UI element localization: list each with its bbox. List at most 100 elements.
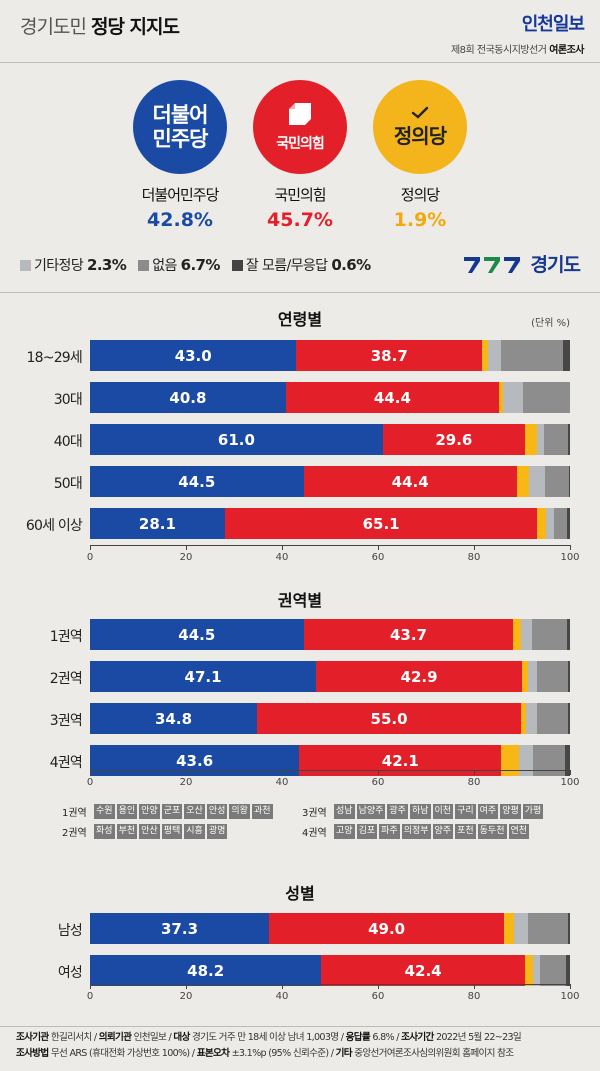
bar-segment: [523, 382, 570, 413]
bar-segment: 44.4: [303, 466, 517, 497]
chart-title: 권역별: [277, 591, 323, 610]
region-city: 오산: [184, 804, 205, 819]
footer-key: 조사기간: [401, 1032, 434, 1043]
brand-logo: 인천일보: [521, 14, 585, 35]
region-city: 양주: [432, 824, 454, 839]
bar-row: 28.1 65.1: [90, 508, 570, 539]
bar-segment: [487, 340, 502, 371]
x-tick: [282, 770, 283, 775]
category-label: 1권역: [49, 629, 83, 645]
bar-segment: [568, 424, 570, 455]
x-tick-label: 100: [560, 991, 580, 1002]
x-tick: [90, 984, 91, 989]
bar-segment: [482, 340, 488, 371]
x-tick: [90, 545, 91, 550]
bar-segment: [504, 913, 514, 944]
title-bold: 정당 지지도: [90, 16, 180, 38]
bar-segment: [563, 340, 570, 371]
region-r2: 2권역 화성 부천 안산 평택 시흥 광명: [62, 824, 228, 839]
category-label: 50대: [53, 476, 83, 492]
legend-etc: 기타정당 2.3%: [20, 255, 127, 275]
x-tick: [378, 545, 379, 550]
data-label: 40.8: [169, 388, 207, 407]
bar-segment: [567, 661, 570, 692]
region-city: 평택: [161, 824, 183, 839]
party-value: 45.7%: [267, 209, 333, 231]
bar-segment: [566, 955, 570, 986]
x-tick-label: 20: [179, 777, 193, 788]
bar-segment: [566, 508, 570, 539]
bar-row: 44.5 43.7: [90, 619, 570, 650]
divider: [0, 62, 600, 63]
data-label: 42.4: [404, 961, 442, 980]
footer-key: 의뢰기관: [98, 1032, 132, 1043]
footer-value: 경기도 거주 만 18세 이상 남녀 1,003명 /: [189, 1032, 346, 1043]
data-label: 49.0: [368, 919, 406, 938]
footer-value: 6.8% /: [369, 1032, 402, 1043]
category-label: 3권역: [49, 713, 83, 729]
x-axis: [90, 984, 570, 985]
bar-segment: [522, 661, 528, 692]
bar-segment: [553, 508, 567, 539]
x-tick-label: 40: [275, 552, 289, 563]
party-name: 더불어민주당: [141, 186, 220, 204]
chart-title: 연령별: [277, 310, 323, 329]
x-tick-label: 0: [86, 777, 94, 788]
x-axis: [90, 545, 570, 546]
divider: [0, 1026, 600, 1027]
unit-label: (단위 %): [531, 318, 570, 329]
bar-segment: [546, 508, 554, 539]
bar-segment: 29.6: [382, 424, 525, 455]
bar-segment: 47.1: [90, 661, 317, 692]
region-city: 하남: [409, 804, 431, 819]
region-city: 수원: [94, 804, 115, 819]
bar-segment: [498, 382, 504, 413]
x-tick: [186, 984, 187, 989]
x-tick: [570, 770, 571, 775]
region-city: 광주: [387, 804, 408, 819]
bar-segment: [516, 466, 530, 497]
region-city: 의정부: [401, 824, 431, 839]
category-label: 60세 이상: [25, 518, 83, 534]
bar-segment: [568, 703, 570, 734]
x-tick: [90, 770, 91, 775]
region-city: 화성: [94, 824, 115, 839]
bar-segment: [521, 703, 526, 734]
region-city: 광명: [206, 824, 228, 839]
x-tick: [570, 984, 571, 989]
footer-key: 기타: [335, 1048, 353, 1059]
others-legend: 기타정당 2.3% 없음 6.7% 잘 모름/무응답 0.6%: [20, 255, 371, 275]
ppp-logo: 국민의힘: [253, 80, 347, 174]
bar-segment: [527, 661, 537, 692]
region-city: 동두천: [477, 824, 507, 839]
footer-value: 2022년 5월 22~23일: [433, 1032, 522, 1043]
bar-segment: 34.8: [90, 703, 258, 734]
x-tick-label: 80: [467, 991, 481, 1002]
bar-segment: 37.3: [90, 913, 270, 944]
data-label: 34.8: [155, 709, 193, 728]
bar-segment: [503, 382, 524, 413]
footer-value: ±3.1%p (95% 신뢰수준) /: [229, 1048, 336, 1059]
bar-row: 37.3 49.0: [90, 913, 570, 944]
bar-segment: [532, 955, 540, 986]
region-city: 가평: [522, 804, 544, 819]
data-label: 42.9: [400, 667, 438, 686]
data-label: 38.7: [370, 346, 408, 365]
x-tick-label: 100: [560, 777, 580, 788]
brand: 인천일보 제8회 전국동시지방선거 여론조사: [451, 10, 585, 56]
data-label: 61.0: [217, 430, 255, 449]
x-tick-label: 100: [560, 552, 580, 563]
bar-segment: [524, 424, 537, 455]
title-light: 경기도민: [20, 16, 87, 38]
bar-row: 61.0 29.6: [90, 424, 570, 455]
page-title: 경기도민 정당 지지도: [20, 12, 180, 39]
region-city: 연천: [508, 824, 530, 839]
footer-key: 조사기관: [16, 1032, 49, 1043]
data-label: 43.7: [389, 625, 427, 644]
bar-row: 34.8 55.0: [90, 703, 570, 734]
bar-segment: 43.7: [303, 619, 514, 650]
category-label: 4권역: [49, 755, 83, 771]
region-r1: 1권역 수원 용인 안양 군포 오산 안성 의왕 과천: [62, 804, 273, 819]
legend-swatch: [20, 260, 31, 271]
bar-segment: [528, 913, 568, 944]
